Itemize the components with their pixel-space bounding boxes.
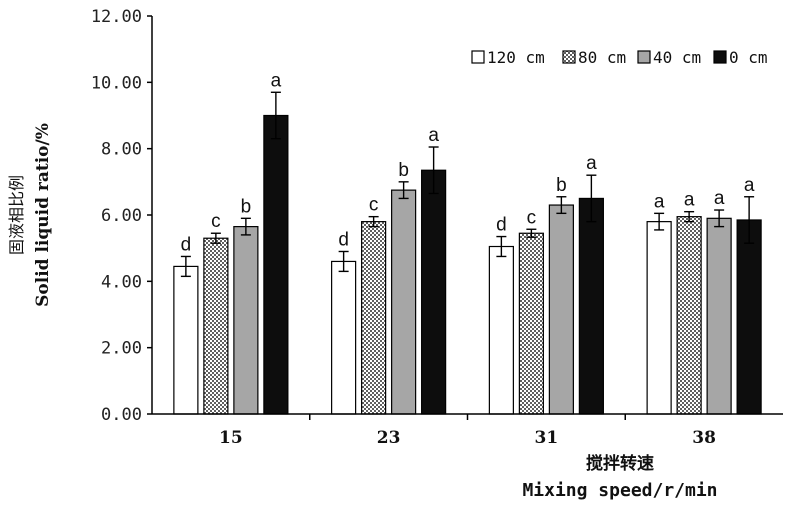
x-axis-label-cn: 搅拌转速 — [586, 453, 654, 474]
bar — [548, 204, 574, 415]
y-axis-label-cn: 固液相比例 — [7, 175, 26, 255]
legend-swatch — [471, 50, 485, 64]
legend-swatch — [562, 50, 576, 64]
bar — [361, 221, 387, 415]
bar — [391, 189, 417, 415]
bar — [421, 169, 447, 415]
legend-label: 40 cm — [653, 48, 701, 67]
y-tick-label: 2.00 — [101, 339, 142, 359]
significance-letter: a — [684, 190, 695, 211]
bar — [263, 114, 289, 415]
bar — [488, 245, 514, 415]
x-axis-label-en: Mixing speed/r/min — [522, 480, 717, 501]
bar — [646, 221, 672, 415]
x-tick-label: 31 — [535, 428, 559, 448]
x-tick-label: 23 — [377, 428, 401, 448]
significance-letter: d — [181, 234, 192, 255]
bar — [706, 217, 732, 415]
y-tick-label: 10.00 — [91, 73, 142, 93]
bar — [578, 197, 604, 415]
axes: 0.00 2.00 4.00 6.00 8.00 10.00 12.00 15 23 31 38 — [91, 7, 783, 448]
bar — [331, 260, 357, 415]
significance-letter: a — [654, 191, 665, 212]
legend: 120 cm 80 cm 40 cm 0 cm — [471, 48, 768, 67]
significance-letter: b — [556, 175, 567, 196]
y-axis-label-en: Solid liquid ratio/% — [33, 123, 53, 307]
legend-label: 0 cm — [729, 48, 768, 67]
significance-letter: a — [271, 70, 282, 91]
y-tick-label: 0.00 — [101, 405, 142, 425]
bar — [676, 216, 702, 415]
bar — [736, 219, 762, 415]
significance-letter: d — [496, 215, 507, 236]
legend-label: 80 cm — [578, 48, 626, 67]
x-tick-label: 15 — [219, 428, 243, 448]
bar — [233, 226, 259, 415]
significance-letter: a — [586, 153, 597, 174]
significance-letter: c — [211, 211, 221, 232]
significance-letter: b — [398, 160, 409, 181]
legend-swatch — [713, 50, 727, 64]
significance-letter: c — [369, 195, 379, 216]
significance-letter: a — [714, 188, 725, 209]
significance-letter: b — [241, 196, 252, 217]
bar — [173, 265, 199, 415]
y-tick-label: 4.00 — [101, 272, 142, 292]
significance-letter: c — [527, 207, 537, 228]
bar — [203, 237, 229, 415]
legend-swatch — [637, 50, 651, 64]
significance-letter: a — [744, 175, 755, 196]
significance-letter: d — [338, 229, 349, 250]
bar — [518, 232, 544, 415]
legend-label: 120 cm — [487, 48, 545, 67]
significance-letter: a — [428, 125, 439, 146]
y-tick-label: 8.00 — [101, 140, 142, 160]
y-tick-label: 12.00 — [91, 7, 142, 27]
y-tick-label: 6.00 — [101, 206, 142, 226]
x-tick-label: 38 — [692, 428, 716, 448]
